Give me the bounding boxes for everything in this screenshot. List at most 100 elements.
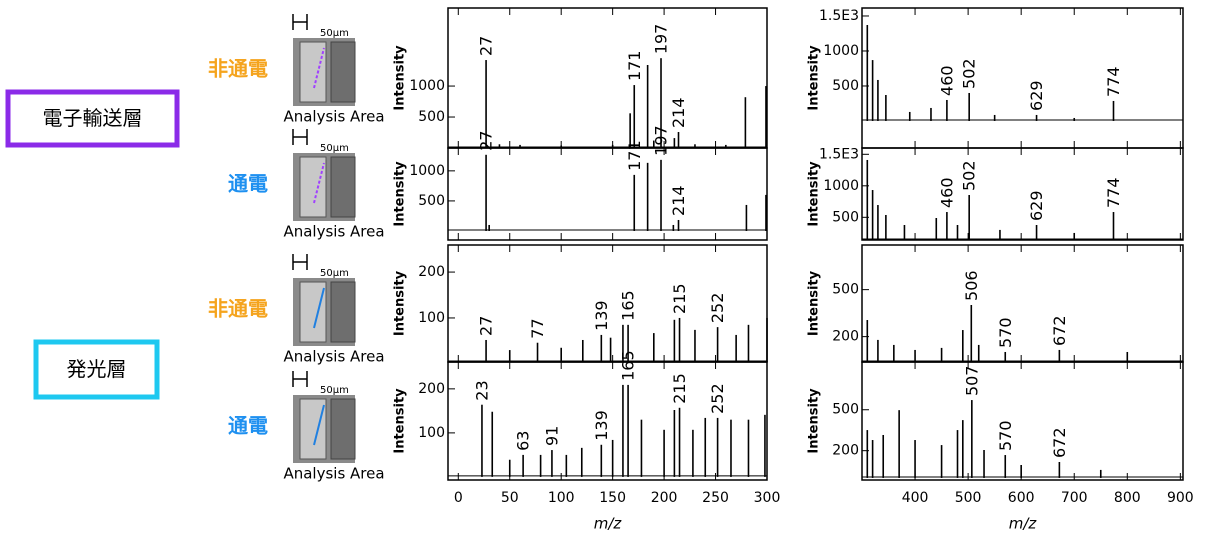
condition-label: 通電 <box>228 172 268 196</box>
thumb-cell <box>330 398 356 460</box>
caption: Analysis Area <box>283 465 384 483</box>
analysis-line <box>313 287 325 329</box>
plot-frame <box>861 244 1184 363</box>
y-tick-label: 500 <box>832 402 859 418</box>
y-tick-label: 100 <box>418 310 445 326</box>
peak-label: 214 <box>669 185 688 216</box>
condition-label: 通電 <box>228 414 268 438</box>
peak-label: 672 <box>1050 315 1069 346</box>
layer-name: 電子輸送層 <box>43 106 143 130</box>
y-tick-label: 200 <box>832 329 859 345</box>
x-tick-label: 0 <box>454 490 463 506</box>
x-tick-label: 800 <box>1114 490 1141 506</box>
scale-label: 50μm <box>320 143 349 154</box>
x-axis-label: m/z <box>594 515 623 533</box>
y-tick-label: 200 <box>832 443 859 459</box>
peak-label: 460 <box>937 177 956 208</box>
scale-bar <box>292 14 308 30</box>
plot-frame <box>861 361 1184 481</box>
peak-label: 215 <box>670 283 689 314</box>
layer-box <box>33 339 160 400</box>
peak-label: 27 <box>477 130 496 150</box>
scale-bar <box>292 129 308 145</box>
x-tick-label: 900 <box>1167 490 1194 506</box>
y-tick-label: 500 <box>418 109 445 125</box>
scale-label: 50μm <box>320 385 349 396</box>
y-tick-label: 500 <box>832 282 859 298</box>
peak-label: 252 <box>708 293 727 324</box>
peak-label: 197 <box>652 125 671 156</box>
condition-label: 非通電 <box>208 297 268 321</box>
peak-label: 171 <box>625 140 644 171</box>
caption: Analysis Area <box>283 348 384 366</box>
peak-label: 77 <box>528 318 547 338</box>
peak-label: 165 <box>619 350 638 381</box>
x-tick-label: 50 <box>501 490 519 506</box>
thumb-cell <box>299 156 327 218</box>
peak-label: 139 <box>592 410 611 441</box>
peak-label: 27 <box>477 36 496 56</box>
thumb-cell <box>299 41 327 103</box>
peak-label: 23 <box>472 380 491 400</box>
y-axis-label: Intensity <box>393 45 408 111</box>
peak-label: 63 <box>514 431 533 451</box>
peak-label: 502 <box>960 58 979 89</box>
y-tick-label: 1.5E3 <box>819 8 859 24</box>
caption: Analysis Area <box>283 223 384 241</box>
thumb-cell <box>299 281 327 343</box>
analysis-line <box>313 162 325 204</box>
x-tick-label: 200 <box>651 490 678 506</box>
scale-label: 50μm <box>320 28 349 39</box>
peak-label: 171 <box>625 51 644 82</box>
x-tick-label: 100 <box>548 490 575 506</box>
x-tick-label: 250 <box>702 490 729 506</box>
y-tick-label: 500 <box>418 193 445 209</box>
thumb-cell <box>330 281 356 343</box>
x-axis-label: m/z <box>1009 515 1038 533</box>
peak-label: 506 <box>962 270 981 301</box>
y-axis-label: Intensity <box>393 388 408 454</box>
peak-label: 460 <box>937 65 956 96</box>
x-tick-label: 300 <box>754 490 781 506</box>
thumb-cell <box>330 156 356 218</box>
peak-label: 570 <box>996 317 1015 348</box>
peak-label: 774 <box>1104 177 1123 208</box>
y-tick-label: 1000 <box>823 43 859 59</box>
plot-frame <box>861 7 1184 149</box>
plot-frame <box>447 7 768 149</box>
scale-label: 50μm <box>320 268 349 279</box>
y-tick-label: 200 <box>418 381 445 397</box>
peak-label: 252 <box>708 383 727 414</box>
x-tick-label: 400 <box>902 490 929 506</box>
y-axis-label: Intensity <box>393 270 408 336</box>
y-tick-label: 1000 <box>823 178 859 194</box>
peak-label: 502 <box>960 160 979 191</box>
x-tick-label: 150 <box>599 490 626 506</box>
y-tick-label: 500 <box>832 209 859 225</box>
analysis-line <box>313 47 325 89</box>
peak-label: 91 <box>542 426 561 446</box>
layer-box <box>5 89 180 148</box>
thumb-cell <box>299 398 327 460</box>
condition-label: 非通電 <box>208 57 268 81</box>
y-tick-label: 1.5E3 <box>819 146 859 162</box>
y-axis-label: Intensity <box>807 388 822 454</box>
peak-label: 139 <box>592 300 611 331</box>
plot-frame <box>447 147 768 241</box>
plot-frame <box>861 147 1184 241</box>
x-tick-label: 600 <box>1008 490 1035 506</box>
y-axis-label: Intensity <box>393 161 408 227</box>
y-tick-label: 500 <box>832 78 859 94</box>
caption: Analysis Area <box>283 108 384 126</box>
y-axis-label: Intensity <box>807 161 822 227</box>
peak-label: 629 <box>1027 190 1046 221</box>
y-tick-label: 1000 <box>409 78 445 94</box>
scale-bar <box>292 254 308 270</box>
peak-label: 774 <box>1104 66 1123 97</box>
analysis-line <box>313 404 325 446</box>
peak-label: 570 <box>996 420 1015 451</box>
scale-bar <box>292 371 308 387</box>
y-tick-label: 1000 <box>409 163 445 179</box>
peak-label: 27 <box>477 316 496 336</box>
